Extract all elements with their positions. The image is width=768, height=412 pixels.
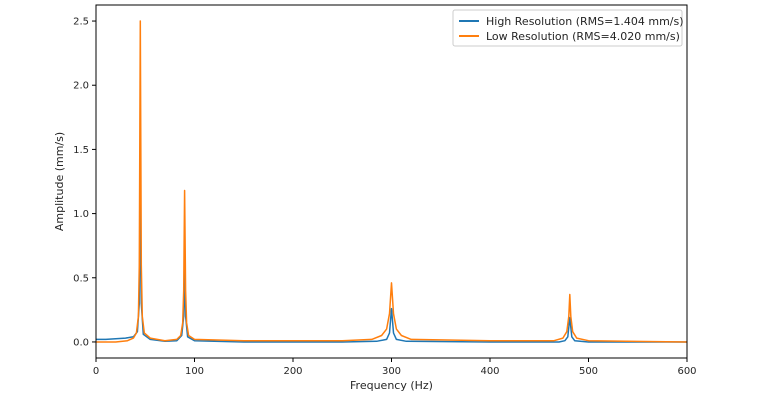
x-axis-label: Frequency (Hz): [350, 379, 433, 392]
legend-label-low-resolution: Low Resolution (RMS=4.020 mm/s): [486, 30, 680, 43]
x-tick-label: 0: [93, 366, 99, 377]
y-tick-label: 0.0: [73, 337, 89, 348]
series-line-low-resolution: [96, 20, 688, 343]
y-axis: 0.0 0.5 1.0 1.5 2.0 2.5: [73, 17, 96, 348]
legend-box: [452, 9, 683, 47]
legend-label-high-resolution: High Resolution (RMS=1.404 mm/s): [486, 15, 684, 28]
y-tick-label: 2.5: [73, 17, 89, 28]
x-tick-label: 300: [382, 366, 401, 377]
x-tick-label: 600: [677, 366, 696, 377]
legend: High Resolution (RMS=1.404 mm/s) Low Res…: [452, 9, 684, 47]
x-tick-label: 200: [283, 366, 302, 377]
x-tick-label: 100: [185, 366, 204, 377]
y-axis-label: Amplitude (mm/s): [53, 132, 66, 231]
x-tick-label: 400: [480, 366, 499, 377]
y-tick-label: 2.0: [73, 81, 89, 92]
y-tick-label: 1.0: [73, 209, 89, 220]
x-tick-label: 500: [579, 366, 598, 377]
series-layer: [96, 20, 688, 343]
y-tick-label: 1.5: [73, 145, 89, 156]
y-tick-label: 0.5: [73, 273, 89, 284]
x-axis: 0 100 200 300 400 500 600: [93, 358, 697, 377]
